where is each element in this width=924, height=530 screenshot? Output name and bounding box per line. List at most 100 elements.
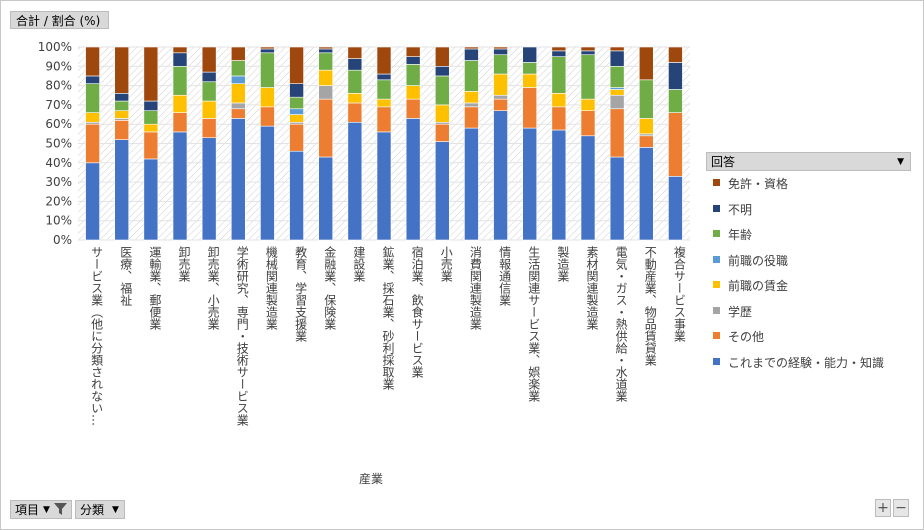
bar-segment[interactable] xyxy=(405,46,421,57)
bar-segment[interactable] xyxy=(143,123,159,133)
bar-segment[interactable] xyxy=(493,94,508,100)
bar-segment[interactable] xyxy=(668,62,683,90)
bar-segment[interactable] xyxy=(493,48,508,56)
bar-segment[interactable] xyxy=(143,100,159,111)
bar-segment[interactable] xyxy=(580,135,596,241)
bar-segment[interactable] xyxy=(580,98,596,111)
bar-segment[interactable] xyxy=(260,48,275,54)
bar-segment[interactable] xyxy=(230,108,246,119)
bar-segment[interactable] xyxy=(260,46,275,50)
category-field-button[interactable]: 分類 ▼ xyxy=(75,500,125,519)
item-field-button[interactable]: 項目 ▼ xyxy=(10,500,72,519)
bar-segment[interactable] xyxy=(289,46,304,84)
bar-segment[interactable] xyxy=(434,66,450,77)
bar-segment[interactable] xyxy=(318,69,334,86)
legend-item[interactable]: その他 xyxy=(706,324,911,350)
legend-item[interactable]: 前職の賃金 xyxy=(706,273,911,299)
bar-segment[interactable] xyxy=(85,112,100,123)
bar-segment[interactable] xyxy=(638,147,654,241)
bar-segment[interactable] xyxy=(434,75,450,106)
legend-item[interactable]: 免許・資格 xyxy=(706,171,911,197)
bar-segment[interactable] xyxy=(464,102,479,108)
bar-segment[interactable] xyxy=(493,54,508,75)
bar-segment[interactable] xyxy=(668,89,683,113)
bar-segment[interactable] xyxy=(551,106,567,131)
bar-segment[interactable] xyxy=(114,120,130,140)
bar-segment[interactable] xyxy=(551,46,567,52)
bar-segment[interactable] xyxy=(230,60,246,77)
bar-segment[interactable] xyxy=(114,110,130,119)
bar-segment[interactable] xyxy=(376,79,392,100)
bar-segment[interactable] xyxy=(434,123,450,142)
bar-segment[interactable] xyxy=(85,83,100,113)
bar-segment[interactable] xyxy=(318,52,334,71)
bar-segment[interactable] xyxy=(201,137,217,241)
bar-segment[interactable] xyxy=(464,91,479,104)
bar-segment[interactable] xyxy=(668,112,683,177)
bar-segment[interactable] xyxy=(172,112,188,133)
collapse-button[interactable]: − xyxy=(893,499,909,517)
bar-segment[interactable] xyxy=(638,118,654,135)
bar-segment[interactable] xyxy=(668,46,683,63)
bar-segment[interactable] xyxy=(580,50,596,56)
bar-segment[interactable] xyxy=(114,139,130,241)
bar-segment[interactable] xyxy=(318,98,334,158)
bar-segment[interactable] xyxy=(522,87,538,129)
bar-segment[interactable] xyxy=(609,156,625,241)
bar-segment[interactable] xyxy=(376,73,392,81)
bar-segment[interactable] xyxy=(289,150,304,241)
bar-segment[interactable] xyxy=(347,69,363,94)
bar-segment[interactable] xyxy=(289,83,304,98)
bar-segment[interactable] xyxy=(347,102,363,123)
bar-segment[interactable] xyxy=(376,46,392,75)
bar-segment[interactable] xyxy=(201,100,217,119)
bar-segment[interactable] xyxy=(464,60,479,92)
bar-segment[interactable] xyxy=(464,46,479,50)
bar-segment[interactable] xyxy=(230,46,246,61)
bar-segment[interactable] xyxy=(201,46,217,73)
bar-segment[interactable] xyxy=(172,52,188,67)
bar-segment[interactable] xyxy=(318,48,334,54)
bar-segment[interactable] xyxy=(551,93,567,108)
bar-segment[interactable] xyxy=(405,85,421,100)
bar-segment[interactable] xyxy=(405,98,421,119)
bar-segment[interactable] xyxy=(638,46,654,81)
bar-segment[interactable] xyxy=(434,46,450,67)
bar-segment[interactable] xyxy=(201,81,217,102)
legend-item[interactable]: 学歴 xyxy=(706,299,911,325)
bar-segment[interactable] xyxy=(609,46,625,52)
bar-segment[interactable] xyxy=(580,46,596,52)
value-field-button[interactable]: 合計 / 割合 (%) xyxy=(10,11,109,29)
bar-segment[interactable] xyxy=(551,129,567,241)
bar-segment[interactable] xyxy=(260,125,275,241)
bar-segment[interactable] xyxy=(230,102,246,110)
bar-segment[interactable] xyxy=(172,66,188,96)
bar-segment[interactable] xyxy=(464,127,479,241)
bar-segment[interactable] xyxy=(289,96,304,110)
legend-item[interactable]: これまでの経験・能力・知識 xyxy=(706,350,911,376)
bar-segment[interactable] xyxy=(230,118,246,241)
bar-segment[interactable] xyxy=(260,106,275,127)
bar-segment[interactable] xyxy=(318,156,334,241)
bar-segment[interactable] xyxy=(201,71,217,83)
bar-segment[interactable] xyxy=(289,114,304,123)
bar-segment[interactable] xyxy=(405,118,421,241)
bar-segment[interactable] xyxy=(260,87,275,108)
bar-segment[interactable] xyxy=(522,62,538,75)
bar-segment[interactable] xyxy=(289,123,304,152)
bar-segment[interactable] xyxy=(668,176,683,241)
bar-segment[interactable] xyxy=(114,46,130,94)
bar-segment[interactable] xyxy=(347,46,363,59)
bar-segment[interactable] xyxy=(522,73,538,88)
bar-segment[interactable] xyxy=(609,94,625,110)
bar-segment[interactable] xyxy=(201,118,217,139)
bar-segment[interactable] xyxy=(376,106,392,133)
bar-segment[interactable] xyxy=(172,46,188,54)
bar-segment[interactable] xyxy=(405,56,421,65)
bar-segment[interactable] xyxy=(464,48,479,61)
bar-segment[interactable] xyxy=(464,106,479,129)
bar-segment[interactable] xyxy=(230,83,246,104)
bar-segment[interactable] xyxy=(493,46,508,50)
bar-segment[interactable] xyxy=(347,93,363,104)
bar-segment[interactable] xyxy=(172,131,188,241)
